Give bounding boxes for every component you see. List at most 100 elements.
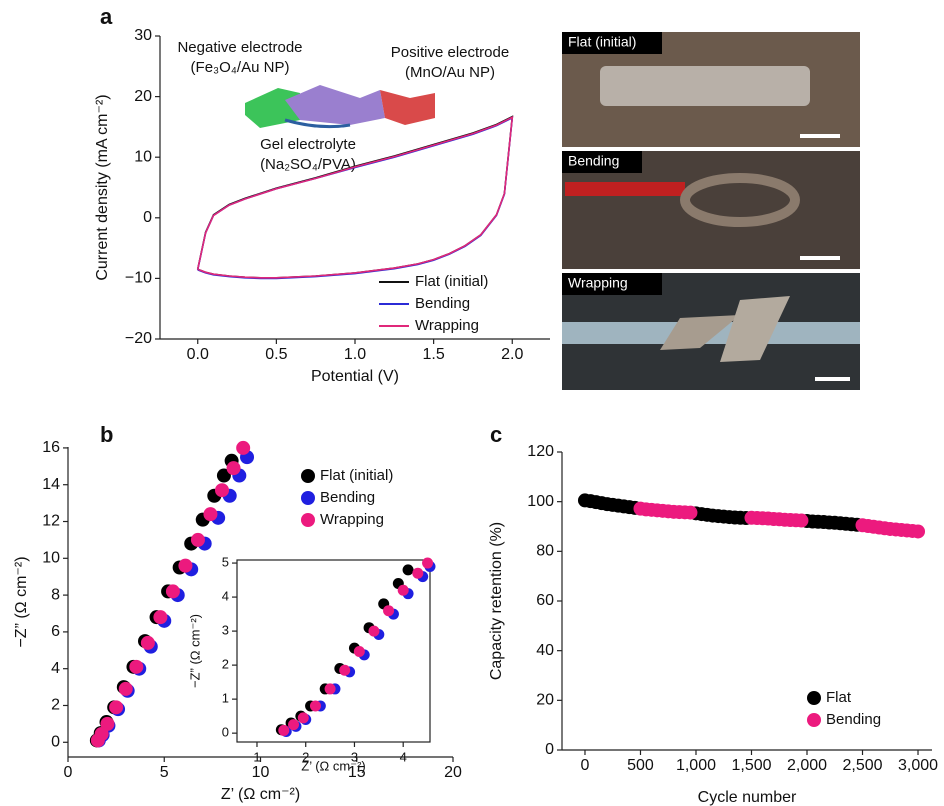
- y-tick-label: 100: [527, 493, 554, 510]
- data-point: [422, 557, 434, 569]
- data-point: [203, 507, 218, 522]
- photo-device: [720, 296, 790, 362]
- x-tick-label: 15: [348, 764, 366, 781]
- x-tick-label: 10: [252, 764, 270, 781]
- y-tick-label: −20: [125, 330, 152, 347]
- y-axis-label: −Z” (Ω cm⁻²): [187, 614, 202, 688]
- data-point: [683, 505, 698, 520]
- data-point: [402, 564, 414, 576]
- data-point: [278, 724, 290, 736]
- photo-label-box: [562, 151, 642, 173]
- legend-label: Flat: [826, 689, 852, 706]
- legend-label: Flat (initial): [415, 273, 488, 290]
- y-tick-label: 60: [536, 592, 554, 609]
- annotation: (Na₂SO₄/PVA): [260, 156, 356, 173]
- x-axis-label: Potential (V): [311, 368, 399, 385]
- x-tick-label: 1,500: [731, 757, 771, 774]
- photo-label: Flat (initial): [568, 34, 636, 50]
- legend-label: Wrapping: [320, 511, 384, 528]
- photo-device: [680, 173, 800, 227]
- data-point: [215, 483, 229, 498]
- photo-label-box: [562, 273, 662, 295]
- data-point: [100, 716, 115, 731]
- x-tick-label: 2.0: [501, 346, 523, 363]
- y-tick-label: 120: [527, 443, 554, 460]
- y-tick-label: 6: [51, 623, 60, 640]
- data-point: [140, 635, 155, 650]
- x-tick-label: 1,000: [676, 757, 716, 774]
- y-tick-label: 12: [42, 513, 60, 530]
- y-tick-label: 3: [222, 623, 229, 638]
- legend-swatch: [807, 691, 821, 705]
- y-tick-label: 20: [536, 692, 554, 709]
- y-axis-label: −Z” (Ω cm⁻²): [13, 556, 30, 647]
- data-point: [165, 584, 180, 599]
- legend-label: Bending: [320, 489, 375, 506]
- panel-label: b: [100, 422, 113, 447]
- data-point: [324, 683, 336, 695]
- data-point: [178, 558, 193, 573]
- data-point: [397, 584, 409, 596]
- x-axis-label: Cycle number: [698, 789, 797, 806]
- plot-frame: [236, 559, 431, 743]
- y-tick-label: 14: [42, 476, 60, 493]
- x-tick-label: 0: [581, 757, 590, 774]
- data-point: [216, 468, 231, 483]
- legend-label: Bending: [826, 711, 881, 728]
- y-tick-label: 80: [536, 543, 554, 560]
- y-tick-label: 30: [134, 27, 152, 44]
- x-axis-label: Z’ (Ω cm⁻²): [301, 758, 365, 773]
- y-tick-label: 0: [545, 741, 554, 758]
- x-tick-label: 2,000: [787, 757, 827, 774]
- y-axis-label: Current density (mA cm⁻²): [94, 94, 111, 280]
- photo-label: Wrapping: [568, 275, 628, 291]
- data-point: [153, 610, 168, 625]
- data-point: [288, 719, 300, 731]
- y-tick-label: 5: [222, 554, 229, 569]
- y-tick-label: 4: [51, 660, 60, 677]
- data-point: [118, 681, 133, 696]
- electrode-edge: [284, 118, 351, 129]
- y-axis-label: Capacity retention (%): [488, 522, 505, 680]
- x-tick-label: 3,000: [898, 757, 938, 774]
- data-point: [190, 532, 205, 547]
- annotation: Positive electrode: [391, 44, 509, 61]
- x-tick-label: 4: [400, 749, 407, 764]
- y-tick-label: 8: [51, 586, 60, 603]
- data-point: [339, 664, 351, 676]
- data-point: [236, 440, 251, 455]
- x-tick-label: 500: [627, 757, 654, 774]
- y-tick-label: 2: [51, 697, 60, 714]
- electrode-illustration: [245, 85, 435, 129]
- y-tick-label: 0: [222, 725, 229, 740]
- photo-label: Bending: [568, 153, 619, 169]
- y-tick-label: 0: [51, 734, 60, 751]
- data-point: [297, 712, 309, 724]
- x-tick-label: 5: [160, 764, 169, 781]
- data-point: [911, 524, 926, 539]
- legend-swatch: [807, 713, 821, 727]
- y-tick-label: 20: [134, 88, 152, 105]
- x-tick-label: 0: [64, 764, 73, 781]
- data-point: [129, 659, 144, 674]
- data-line: [196, 115, 514, 279]
- gel-electrolyte: [285, 85, 385, 125]
- x-axis-label: Z’ (Ω cm⁻²): [221, 786, 300, 803]
- y-tick-label: 1: [222, 691, 229, 706]
- data-point: [412, 567, 424, 579]
- y-tick-label: 4: [222, 589, 229, 604]
- x-tick-label: 20: [444, 764, 462, 781]
- data-point: [368, 625, 380, 637]
- data-point: [383, 605, 395, 617]
- x-tick-label: 1.0: [344, 346, 366, 363]
- panel-label: c: [490, 422, 502, 447]
- legend-label: Flat (initial): [320, 467, 393, 484]
- y-tick-label: 0: [143, 209, 152, 226]
- photo-device: [600, 66, 810, 106]
- data-point: [353, 646, 365, 658]
- y-tick-label: −10: [125, 270, 152, 287]
- annotation: Gel electrolyte: [260, 136, 356, 153]
- panel-label: a: [100, 4, 113, 29]
- data-point: [109, 700, 124, 715]
